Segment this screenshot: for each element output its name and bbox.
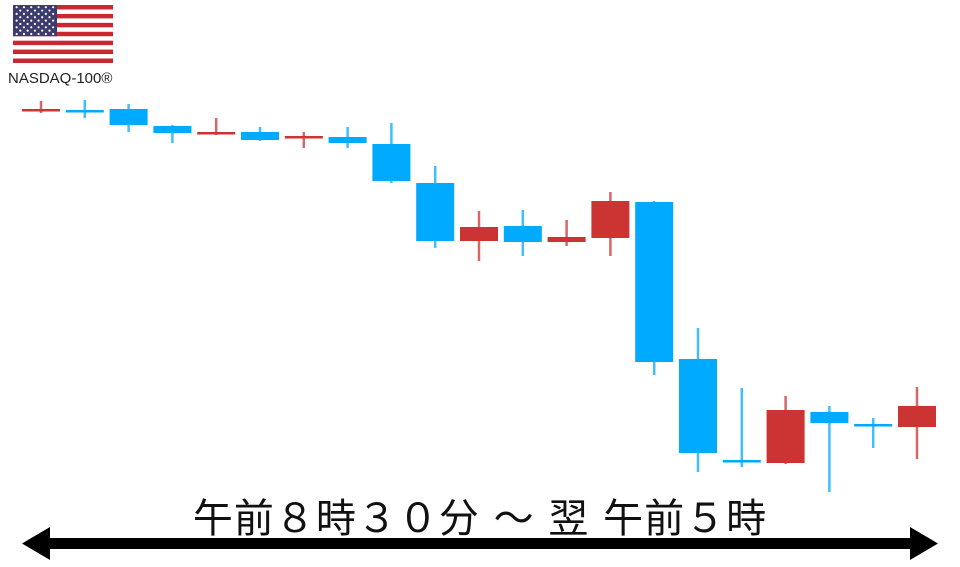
candle-12 xyxy=(503,210,542,256)
candle-body-down xyxy=(854,424,893,427)
candle-body-down xyxy=(722,460,761,463)
arrow-shaft xyxy=(40,538,920,549)
candle-18 xyxy=(766,396,805,464)
candle-body-down xyxy=(679,359,717,453)
candle-body-up xyxy=(197,132,236,135)
candle-20 xyxy=(854,418,893,448)
candle-9 xyxy=(372,123,411,183)
candle-body-up xyxy=(460,227,498,241)
candle-8 xyxy=(328,127,367,148)
candle-6 xyxy=(241,127,279,141)
candle-14 xyxy=(591,192,630,256)
candle-body-down xyxy=(503,226,542,242)
candle-10 xyxy=(416,166,455,248)
double-arrow xyxy=(22,527,938,560)
candle-body-up xyxy=(284,136,323,139)
arrow-head-left xyxy=(22,527,50,560)
candle-5 xyxy=(197,118,236,135)
us-flag-icon xyxy=(13,5,113,63)
index-name: NASDAQ-100® xyxy=(8,70,113,87)
candle-16 xyxy=(679,328,717,472)
candle-body-up xyxy=(22,109,60,112)
candle-11 xyxy=(460,211,498,261)
candle-body-up xyxy=(591,201,630,238)
candle-body-down xyxy=(328,137,367,143)
candle-15 xyxy=(635,201,674,375)
candle-body-down xyxy=(416,183,455,241)
candle-7 xyxy=(284,132,323,148)
arrow-head-right xyxy=(910,527,938,560)
candle-body-down xyxy=(153,126,192,133)
candle-body-down xyxy=(241,132,279,140)
candle-body-up xyxy=(547,237,586,242)
candle-body-up xyxy=(766,410,805,463)
candle-3 xyxy=(109,104,148,132)
candle-body-down xyxy=(635,202,674,362)
candle-body-down xyxy=(810,412,849,423)
period-label: 午前８時３０分 ～ 翌 午前５時 xyxy=(192,496,768,542)
candle-1 xyxy=(22,101,60,113)
candle-body-down xyxy=(109,109,148,125)
candle-body-down xyxy=(372,144,411,181)
candle-19 xyxy=(810,406,849,492)
candle-2 xyxy=(65,100,104,118)
candle-13 xyxy=(547,220,586,246)
candle-4 xyxy=(153,125,192,143)
candle-body-down xyxy=(65,110,104,113)
candles xyxy=(22,100,936,492)
candle-21 xyxy=(898,387,936,459)
candle-body-up xyxy=(898,406,936,427)
candle-17 xyxy=(722,388,761,467)
